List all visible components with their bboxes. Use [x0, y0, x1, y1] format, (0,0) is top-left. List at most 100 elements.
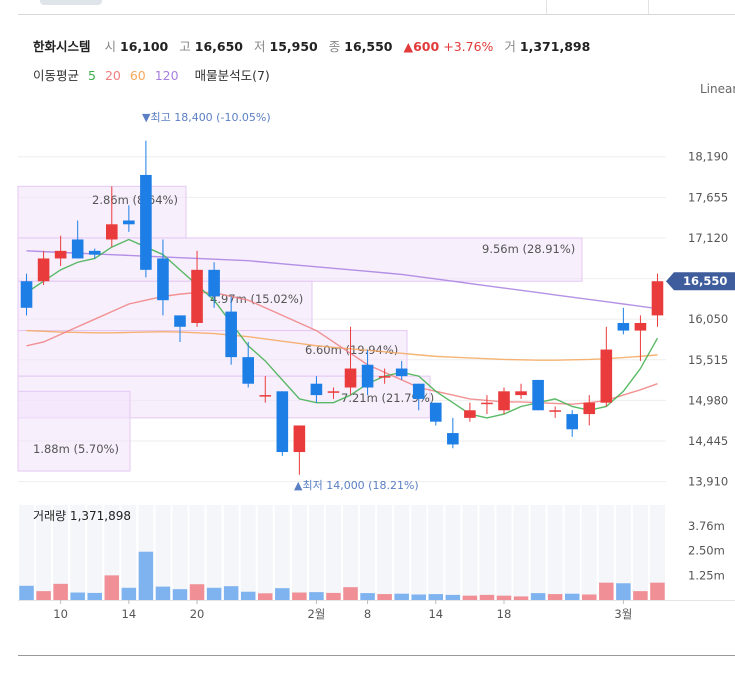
- volume-column-bg: [496, 505, 512, 600]
- low-value: 15,950: [269, 39, 318, 54]
- candle-body: [361, 364, 374, 388]
- candle-body: [37, 258, 50, 282]
- volume-bar: [292, 592, 307, 600]
- volume-profile-bar: [17, 390, 131, 472]
- volume-column-bg: [479, 505, 495, 600]
- volume-column-bg: [70, 505, 86, 600]
- candle-body: [447, 433, 459, 445]
- volume-column-bg: [325, 505, 341, 600]
- price-tick-label: 13,910: [688, 475, 728, 489]
- volume-bar: [189, 584, 205, 600]
- volume-column-bg: [87, 505, 103, 600]
- candle-body: [464, 410, 476, 418]
- ma120-label[interactable]: 120: [154, 68, 179, 83]
- candle-body: [88, 250, 101, 255]
- candle-body: [481, 402, 493, 405]
- candle-body: [515, 391, 527, 396]
- scale-toggle[interactable]: Linear: [700, 82, 735, 96]
- x-tick-label: 14: [122, 607, 137, 621]
- volume-bar: [223, 586, 239, 600]
- volume-column-bg: [172, 505, 188, 600]
- volume-column-bg: [445, 505, 461, 600]
- volume-column-bg: [36, 505, 52, 600]
- volume-tick-label: 1.25m: [688, 568, 725, 582]
- volume-column-bg: [257, 505, 273, 600]
- volume-bar: [121, 587, 137, 600]
- volume-column-bg: [19, 505, 35, 600]
- volume-bar: [496, 595, 512, 600]
- volume-bar: [138, 551, 154, 600]
- volume-column-bg: [615, 505, 631, 600]
- volume-bar: [616, 583, 631, 600]
- volume-bar: [394, 593, 409, 600]
- volume-title: 거래량 1,371,898: [33, 509, 131, 523]
- volume-bar: [445, 594, 461, 600]
- ma5-label[interactable]: 5: [88, 68, 96, 83]
- volume-bar: [172, 589, 188, 600]
- candle-body: [498, 391, 510, 411]
- high-label: 고: [179, 39, 191, 54]
- candle-body: [276, 391, 289, 453]
- volume-profile-label[interactable]: 매물분석도(7): [194, 68, 270, 83]
- volume-column-bg: [547, 505, 563, 600]
- candle-body: [140, 174, 152, 270]
- candle-body: [259, 395, 272, 397]
- price-summary: 한화시스템 시 16,100 고 16,650 저 15,950 종 16,550 ▲6…: [33, 36, 597, 55]
- volume-column-bg: [411, 505, 427, 600]
- volume-column-bg: [632, 505, 648, 600]
- moving-average-label[interactable]: 이동평균: [33, 68, 80, 83]
- candle-body: [412, 383, 425, 399]
- price-tick-label: 17,655: [688, 190, 728, 204]
- volume-value: 1,371,898: [519, 39, 591, 54]
- x-tick-label: 10: [53, 607, 68, 621]
- ma20-label[interactable]: 20: [104, 68, 121, 83]
- ma5-line: [26, 238, 659, 419]
- volume-bar: [87, 592, 102, 600]
- volume-column-bg: [530, 505, 546, 600]
- low-annotation: ▲최저 14,000 (18.21%): [294, 479, 419, 492]
- volume-bar: [258, 593, 273, 600]
- volume-bar: [377, 594, 392, 600]
- volume-bar: [547, 594, 563, 600]
- candle-body: [395, 368, 408, 377]
- volume-bar: [275, 588, 290, 600]
- volume-column-bg: [240, 505, 256, 600]
- candle-body: [225, 311, 237, 358]
- low-label: 저: [254, 39, 266, 54]
- volume-bar: [155, 586, 171, 600]
- tab-separator: [546, 0, 547, 14]
- volume-column-bg: [360, 505, 376, 600]
- bottom-divider: [18, 655, 735, 656]
- candle-body: [20, 281, 33, 308]
- candle-body: [429, 402, 442, 422]
- stock-name: 한화시스템: [33, 39, 91, 54]
- volume-bar: [104, 575, 120, 600]
- volume-column-bg: [598, 505, 614, 600]
- candle-body: [344, 368, 357, 388]
- volume-bar: [309, 592, 324, 600]
- indicator-legend[interactable]: 이동평균 5 20 60 120 매물분석도(7): [33, 65, 275, 84]
- volume-bar: [53, 583, 68, 600]
- price-tick-label: 18,190: [688, 150, 728, 164]
- volume-profile-label: 9.56m (28.91%): [482, 242, 575, 256]
- volume-bar: [240, 591, 256, 600]
- ma60-label[interactable]: 60: [129, 68, 146, 83]
- open-value: 16,100: [120, 39, 169, 54]
- volume-profile-label: 7.21m (21.79%): [341, 391, 434, 405]
- volume-column-bg: [343, 505, 359, 600]
- x-tick-label: 3월: [614, 607, 632, 621]
- volume-bar: [428, 594, 444, 600]
- volume-column-bg: [428, 505, 444, 600]
- volume-column-bg: [377, 505, 393, 600]
- volume-column-bg: [223, 505, 239, 600]
- volume-column-bg: [121, 505, 137, 600]
- ma120-line: [26, 250, 658, 310]
- volume-profile-label: 2.86m (8.64%): [92, 193, 178, 207]
- candle-body: [378, 376, 391, 378]
- tab-indicator[interactable]: [40, 0, 102, 5]
- open-label: 시: [104, 39, 117, 54]
- volume-column-bg: [291, 505, 307, 600]
- candle-body: [293, 425, 306, 453]
- candle-body: [105, 224, 118, 240]
